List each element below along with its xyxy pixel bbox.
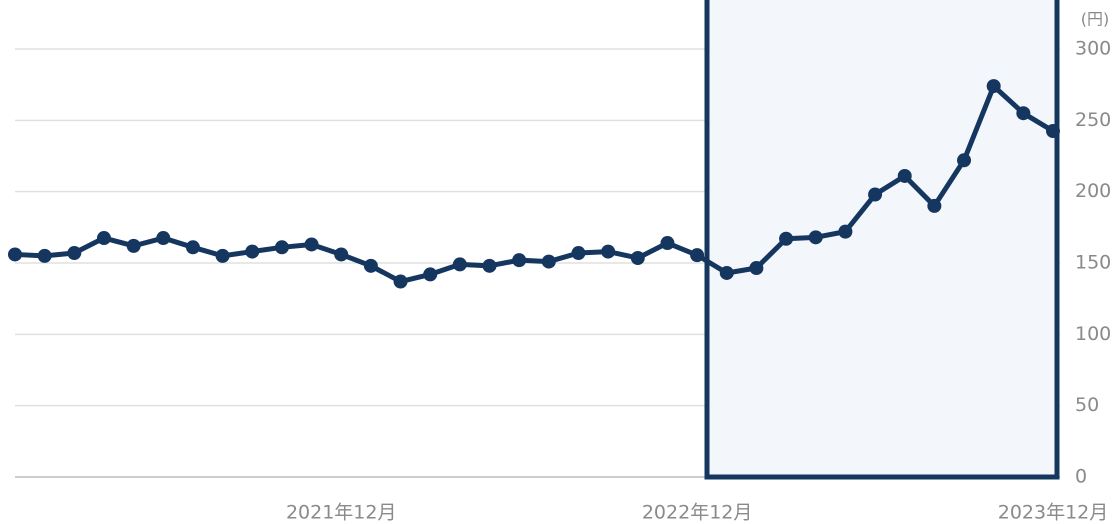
- point: [482, 258, 497, 273]
- unit-label: (円): [1081, 10, 1110, 29]
- point: [304, 237, 319, 252]
- y-tick-label: 250: [1075, 109, 1111, 131]
- y-tick-label: 200: [1075, 180, 1111, 202]
- x-tick-label: 2023年12月: [998, 502, 1109, 524]
- point: [334, 247, 349, 262]
- point: [690, 248, 705, 263]
- point: [126, 238, 141, 253]
- point: [660, 236, 675, 251]
- y-tick-label: 100: [1075, 323, 1111, 345]
- y-tick-label: 300: [1075, 38, 1111, 60]
- point: [630, 251, 645, 266]
- point: [423, 267, 438, 282]
- point: [215, 248, 230, 263]
- point: [779, 231, 794, 246]
- point: [274, 240, 289, 255]
- point: [868, 187, 883, 202]
- point: [601, 244, 616, 259]
- x-tick-label: 2022年12月: [642, 502, 753, 524]
- point: [363, 258, 378, 273]
- point: [8, 247, 22, 262]
- point: [927, 198, 942, 213]
- point: [541, 254, 556, 269]
- highlight-box: [704, 0, 1060, 480]
- point: [67, 246, 82, 261]
- point: [897, 168, 912, 183]
- point: [749, 260, 764, 275]
- y-tick-label: 150: [1075, 252, 1111, 274]
- point: [808, 230, 823, 245]
- point: [838, 224, 853, 239]
- point: [393, 274, 408, 289]
- point: [957, 153, 972, 168]
- x-tick-label: 2021年12月: [286, 502, 397, 524]
- y-tick-label: 50: [1075, 394, 1099, 416]
- point: [986, 79, 1001, 94]
- plot: 0 50 100 150 200 250 300 2021年12月 2022年12月 2023年1…: [8, 38, 1111, 524]
- point: [1046, 124, 1060, 139]
- point: [1016, 106, 1031, 121]
- point: [185, 240, 200, 255]
- y-tick-label: 0: [1075, 466, 1087, 488]
- point: [156, 231, 171, 246]
- point: [452, 257, 467, 272]
- point: [245, 244, 260, 259]
- point: [37, 248, 52, 263]
- point: [571, 246, 586, 261]
- point: [96, 231, 111, 246]
- point: [512, 253, 527, 268]
- point: [719, 265, 734, 280]
